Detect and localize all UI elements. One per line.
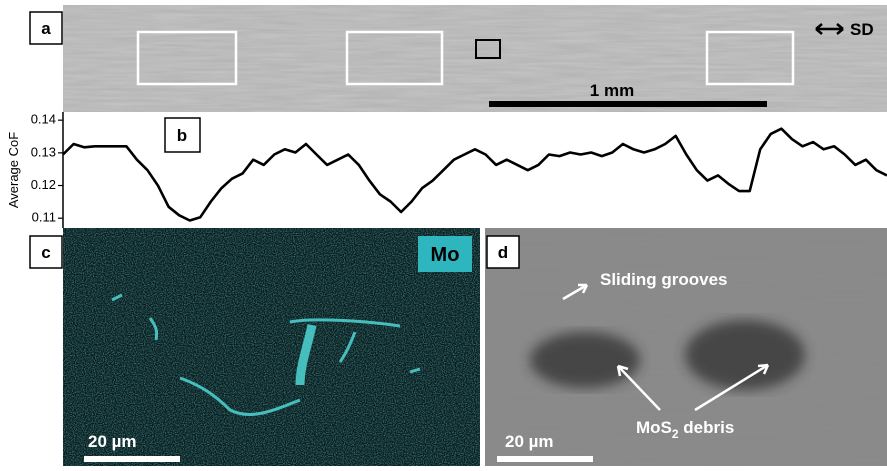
- scale-bar: [84, 456, 180, 462]
- debris: [530, 332, 640, 388]
- annotation-part: MoS: [636, 418, 672, 437]
- panel-b: Average CoF b 0.11 0.12 0.13 0.14: [6, 112, 887, 228]
- y-axis-title: Average CoF: [6, 132, 21, 208]
- figure: 1 mm SD a Average CoF b 0.11 0.12 0.13 0.14…: [0, 0, 887, 466]
- scale-label: 1 mm: [590, 81, 634, 100]
- panel-label: b: [177, 126, 187, 145]
- scale-label: 20 µm: [88, 432, 137, 451]
- annotation-part: debris: [679, 418, 735, 437]
- panel-label: a: [41, 19, 51, 38]
- panel-label: c: [41, 243, 50, 262]
- texture: [63, 228, 480, 466]
- element-label: Mo: [431, 244, 460, 266]
- y-tick-label: 0.11: [32, 210, 56, 225]
- panel-d: Sliding grooves MoS2 debris 20 µm d: [485, 228, 887, 466]
- y-tick-label: 0.12: [31, 177, 56, 192]
- y-tick-label: 0.14: [31, 112, 56, 127]
- panel-a: 1 mm SD a: [30, 5, 887, 112]
- page: {"panels":{"a":{"label":"a","scale_bar":…: [0, 0, 887, 466]
- panel-label: d: [498, 243, 508, 262]
- y-tick-label: 0.13: [31, 144, 56, 159]
- scale-bar: [497, 456, 593, 462]
- direction-label: SD: [850, 20, 874, 39]
- panel-c: Mo 20 µm c: [30, 228, 480, 466]
- scale-label: 20 µm: [505, 432, 554, 451]
- annotation: Sliding grooves: [600, 270, 728, 289]
- scale-bar: [489, 101, 767, 107]
